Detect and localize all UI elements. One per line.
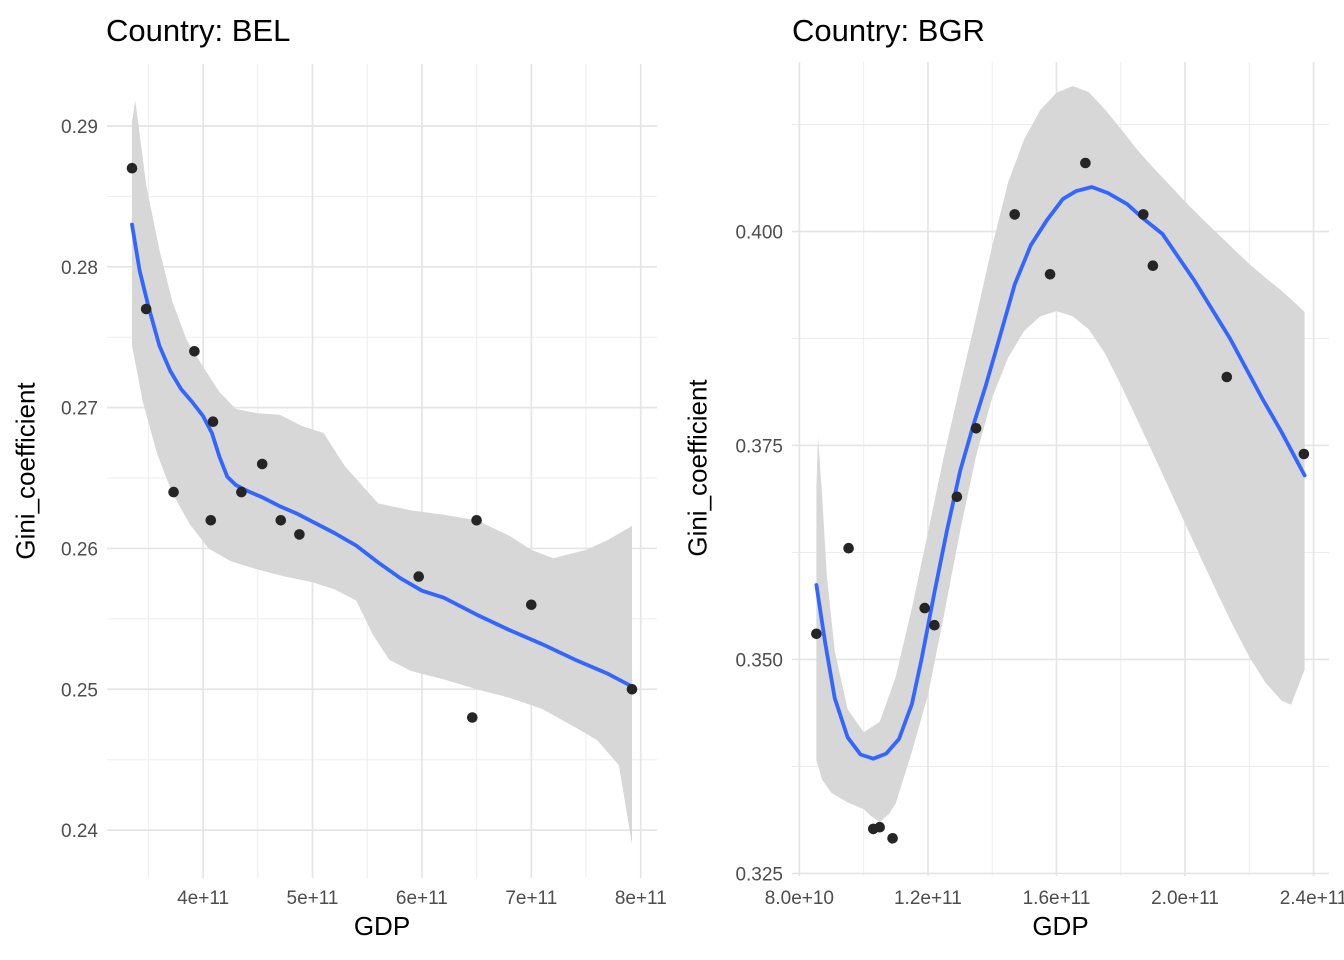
data-point [843,542,854,554]
x-axis-title-bgr: GDP [1032,911,1089,941]
plot-title-bgr: Country: BGR [792,13,985,48]
data-point [1138,209,1149,220]
smooth-line [814,185,1307,761]
x-tick-label: 8.0e+10 [765,888,834,909]
x-tick-label: 6e+11 [396,888,448,909]
data-point [205,515,217,526]
data-point [526,599,537,611]
confidence-band [816,86,1305,823]
y-tick-label: 0.26 [61,540,98,561]
y-tick-label: 0.400 [735,223,783,244]
x-axis-title-bel: GDP [353,911,411,941]
x-tick-label: 2.0e+11 [1151,888,1219,909]
data-point [1044,269,1056,280]
y-tick-label: 0.350 [735,650,783,671]
data-point [413,571,425,582]
data-point [887,833,898,844]
data-point [1080,157,1091,169]
y-tick-label: 0.24 [61,821,98,842]
data-point [236,486,247,498]
smooth-line [130,222,634,689]
data-point [207,416,219,428]
bgr-panel: 8.0e+10 1.2e+11 1.6e+11 2.0e+11 2.4e+11 0.325… [735,62,1344,909]
y-axis-title-bel: Gini_coefficient [10,382,41,560]
data-point [1298,448,1310,460]
data-point [140,303,152,315]
data-point [294,529,305,540]
x-tick-label: 1.6e+11 [1023,888,1091,909]
data-point [811,628,822,640]
data-point [874,821,885,833]
data-point [1147,260,1159,272]
data-point [256,458,268,470]
y-tick-label: 0.25 [61,680,98,701]
y-tick-label: 0.325 [735,864,783,885]
plot-title-bel: Country: BEL [106,13,291,48]
data-point [471,515,482,526]
data-point [467,712,478,723]
x-tick-label: 8e+11 [615,888,667,909]
x-tick-label: 5e+11 [287,888,339,909]
x-tick-label: 4e+11 [177,888,229,909]
y-tick-label: 0.27 [61,399,98,420]
x-tick-label: 1.2e+11 [894,888,962,909]
y-tick-label: 0.375 [735,437,783,458]
y-tick-label: 0.28 [61,258,98,279]
data-point [1009,209,1020,220]
data-point [126,162,138,174]
y-axis-title-bgr: Gini_coefficient [682,379,713,557]
x-tick-label: 7e+11 [505,888,557,909]
data-point [951,491,963,503]
data-point [168,486,179,498]
data-point [970,423,982,434]
x-tick-label: 2.4e+11 [1280,888,1344,909]
data-point [275,515,287,526]
bel-panel: 4e+11 5e+11 6e+11 7e+11 8e+11 0.24 0.25 0.26 0.2… [61,64,667,909]
data-point [929,619,940,631]
data-point [626,684,638,695]
y-tick-label: 0.29 [61,117,98,138]
data-point [1221,371,1233,383]
confidence-band [132,100,632,845]
data-point [189,346,200,357]
data-point [919,602,930,614]
